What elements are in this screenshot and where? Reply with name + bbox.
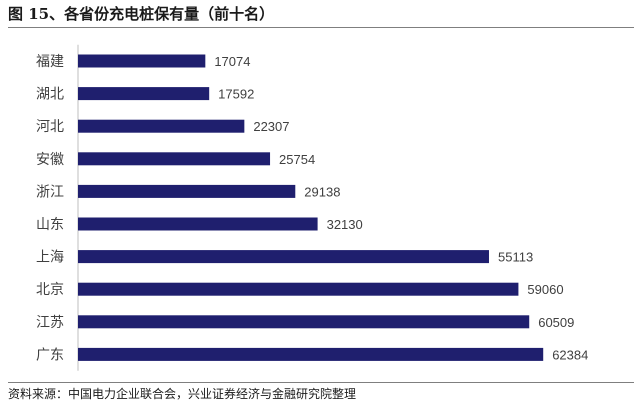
data-label: 55113	[498, 250, 533, 265]
category-label: 广东	[36, 347, 64, 363]
data-label: 22307	[253, 119, 289, 134]
category-label: 湖北	[36, 87, 64, 103]
data-label: 62384	[552, 347, 588, 362]
category-label: 安徽	[36, 152, 64, 168]
bar	[78, 152, 271, 166]
category-label: 福建	[36, 54, 64, 70]
data-label: 32130	[327, 217, 363, 232]
bar	[78, 184, 296, 198]
source-note: 资料来源：中国电力企业联合会，兴业证券经济与金融研究院整理	[8, 387, 357, 401]
data-label: 59060	[527, 282, 563, 297]
category-label: 北京	[36, 282, 64, 298]
title-divider	[8, 27, 634, 28]
category-label: 河北	[36, 119, 64, 135]
data-label: 17592	[218, 87, 254, 102]
data-label: 25754	[279, 152, 315, 167]
bar	[78, 217, 318, 231]
category-label: 江苏	[36, 315, 64, 331]
bar	[78, 119, 245, 133]
bar	[78, 315, 530, 329]
source-divider	[8, 382, 634, 383]
data-label: 17074	[214, 54, 250, 69]
bar	[78, 250, 489, 264]
bar	[78, 54, 206, 68]
bar	[78, 282, 519, 296]
bar	[78, 347, 544, 361]
category-label: 山东	[36, 217, 64, 233]
data-label: 60509	[538, 315, 574, 330]
figure-title: 图 15、各省份充电桩保有量（前十名）	[8, 5, 275, 23]
data-label: 29138	[304, 184, 340, 199]
bar	[78, 87, 210, 101]
category-label: 上海	[36, 250, 64, 266]
category-label: 浙江	[36, 184, 64, 200]
